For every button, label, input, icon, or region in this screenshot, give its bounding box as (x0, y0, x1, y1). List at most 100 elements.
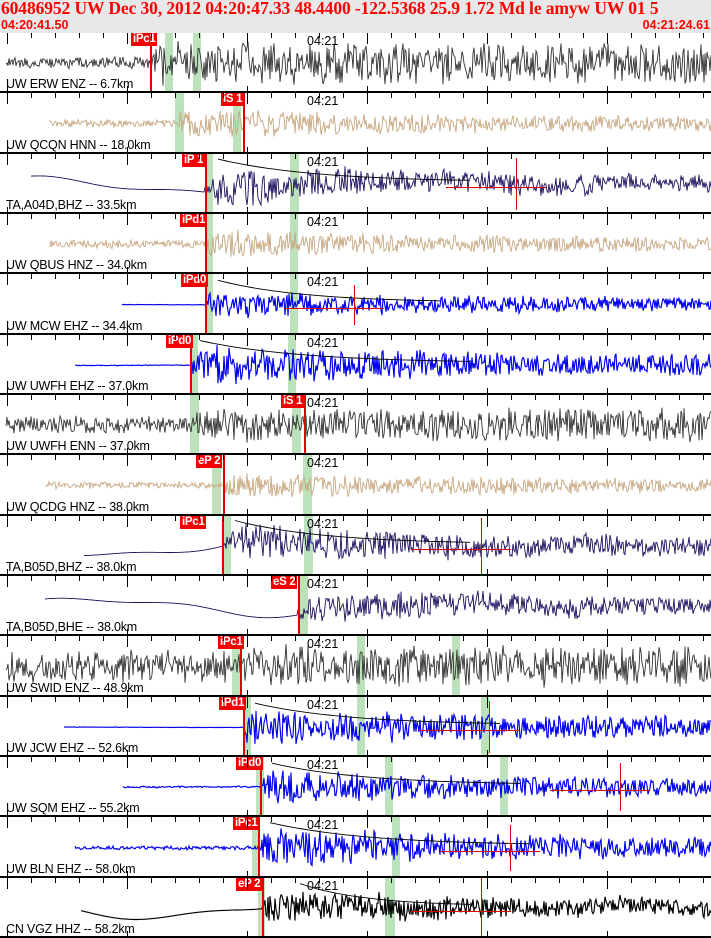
axis-tick (79, 755, 80, 757)
pick-line[interactable] (260, 757, 262, 817)
pick-label[interactable]: iPd0 (166, 335, 194, 348)
axis-tick (151, 878, 152, 883)
pick-label[interactable]: iPd1 (219, 697, 247, 710)
pick-label[interactable]: eS 2 (271, 576, 298, 589)
axis-tick (415, 936, 416, 938)
pick-line[interactable] (262, 878, 264, 938)
amplitude-marker[interactable] (481, 518, 483, 574)
amplitude-marker[interactable] (354, 284, 356, 325)
axis-tick (247, 931, 248, 938)
axis-tick (55, 212, 56, 214)
axis-tick (31, 453, 32, 455)
axis-tick (559, 393, 560, 395)
axis-tick (607, 636, 608, 647)
axis-tick (511, 333, 512, 335)
axis-tick (127, 328, 128, 335)
axis-tick (679, 214, 680, 219)
trace-row[interactable]: eP 2 04:21 CN VGZ HHZ -- 58.2km (0, 878, 711, 938)
axis-tick (175, 214, 176, 219)
amplitude-marker[interactable] (489, 701, 491, 753)
row-divider (0, 574, 711, 576)
pick-line[interactable] (205, 154, 207, 214)
axis-tick (343, 152, 344, 154)
axis-tick (391, 876, 392, 878)
trace-row[interactable]: iPd0 04:21 UW UWFH EHZ -- 37.0km (0, 335, 711, 395)
axis-tick (295, 335, 296, 340)
axis-tick (247, 448, 248, 455)
axis-tick (223, 514, 224, 516)
axis-tick (103, 455, 104, 460)
axis-tick (175, 93, 176, 98)
pick-label[interactable]: iS 1 (281, 395, 305, 408)
pick-label[interactable]: iPc1 (131, 33, 158, 46)
axis-tick (55, 574, 56, 576)
axis-tick (487, 335, 488, 346)
axis-tick (439, 393, 440, 395)
axis-tick (103, 636, 104, 641)
pick-line[interactable] (222, 516, 224, 576)
axis-tick (511, 335, 512, 340)
pick-label[interactable]: iPc1 (233, 817, 260, 830)
amplitude-marker[interactable] (516, 158, 518, 210)
axis-tick (247, 697, 248, 708)
axis-tick (55, 876, 56, 878)
axis-tick (295, 514, 296, 516)
trace-row[interactable]: iPd0 04:21 UW SQM EHZ -- 55.2km (0, 757, 711, 817)
trace-row[interactable]: iPd1 04:21 UW QBUS HNZ -- 34.0km (0, 214, 711, 274)
axis-tick (463, 634, 464, 636)
trace-row[interactable]: iPc1 04:21 TA,B05D,BHZ -- 38.0km (0, 516, 711, 576)
pick-label[interactable]: iPd0 (181, 274, 209, 287)
pick-line[interactable] (298, 576, 300, 636)
pick-label[interactable]: eP 2 (236, 878, 263, 891)
axis-tick (631, 453, 632, 455)
pick-line[interactable] (243, 697, 245, 757)
time-axis-ticks-top (0, 33, 711, 44)
pick-label[interactable]: iPd0 (236, 757, 264, 770)
trace-row[interactable]: iP 1 04:21 TA,A04D,BHZ -- 33.5km (0, 154, 711, 214)
pick-label[interactable]: eP 2 (196, 455, 223, 468)
trace-row[interactable]: eS 2 04:21 TA,B05D,BHE -- 38.0km (0, 576, 711, 636)
axis-tick (655, 755, 656, 757)
axis-tick (247, 871, 248, 878)
axis-tick (559, 453, 560, 455)
pick-label[interactable]: iPc1 (218, 636, 245, 649)
amplitude-marker[interactable] (620, 763, 622, 811)
pick-label[interactable]: iS 1 (221, 93, 245, 106)
axis-tick (7, 93, 8, 104)
axis-tick (511, 152, 512, 154)
pick-line[interactable] (150, 33, 152, 93)
trace-row[interactable]: iPc1 04:21 UW BLN EHZ -- 58.0km (0, 817, 711, 878)
amplitude-baseline (411, 911, 511, 913)
trace-row[interactable]: eP 2 04:21 UW QCDG HNZ -- 38.0km (0, 455, 711, 516)
axis-tick (703, 335, 704, 340)
axis-tick (487, 448, 488, 455)
pick-line[interactable] (190, 335, 192, 395)
pick-line[interactable] (205, 274, 207, 335)
trace-row[interactable]: iS 1 04:21 UW QCQN HNN -- 18.0km (0, 93, 711, 154)
axis-tick (271, 214, 272, 219)
amplitude-marker[interactable] (510, 824, 512, 871)
axis-tick (319, 878, 320, 883)
axis-tick (7, 509, 8, 516)
trace-row[interactable]: iS 1 04:21 UW UWFH ENN -- 37.0km (0, 395, 711, 455)
axis-tick (127, 214, 128, 225)
pick-line[interactable] (304, 395, 306, 455)
amplitude-marker[interactable] (481, 878, 483, 938)
trace-row[interactable]: iPc1 04:21 UW SWID ENZ -- 48.9km (0, 636, 711, 697)
trace-row[interactable]: iPc1 04:21 UW ERW ENZ -- 6.7km (0, 33, 711, 93)
axis-tick (679, 634, 680, 636)
trace-row[interactable]: iPd1 04:21 UW JCW EHZ -- 52.6km (0, 697, 711, 757)
axis-tick (391, 152, 392, 154)
axis-tick (175, 634, 176, 636)
axis-tick (55, 333, 56, 335)
pick-line[interactable] (258, 817, 260, 878)
axis-tick (103, 33, 104, 38)
trace-row[interactable]: iPd0 04:21 UW MCW EHZ -- 34.4km (0, 274, 711, 335)
axis-tick (391, 936, 392, 938)
pick-line[interactable] (205, 214, 207, 274)
pick-line[interactable] (243, 93, 245, 154)
pick-line[interactable] (223, 455, 225, 516)
axis-tick (655, 697, 656, 702)
axis-tick (439, 91, 440, 93)
pick-line[interactable] (240, 636, 242, 697)
